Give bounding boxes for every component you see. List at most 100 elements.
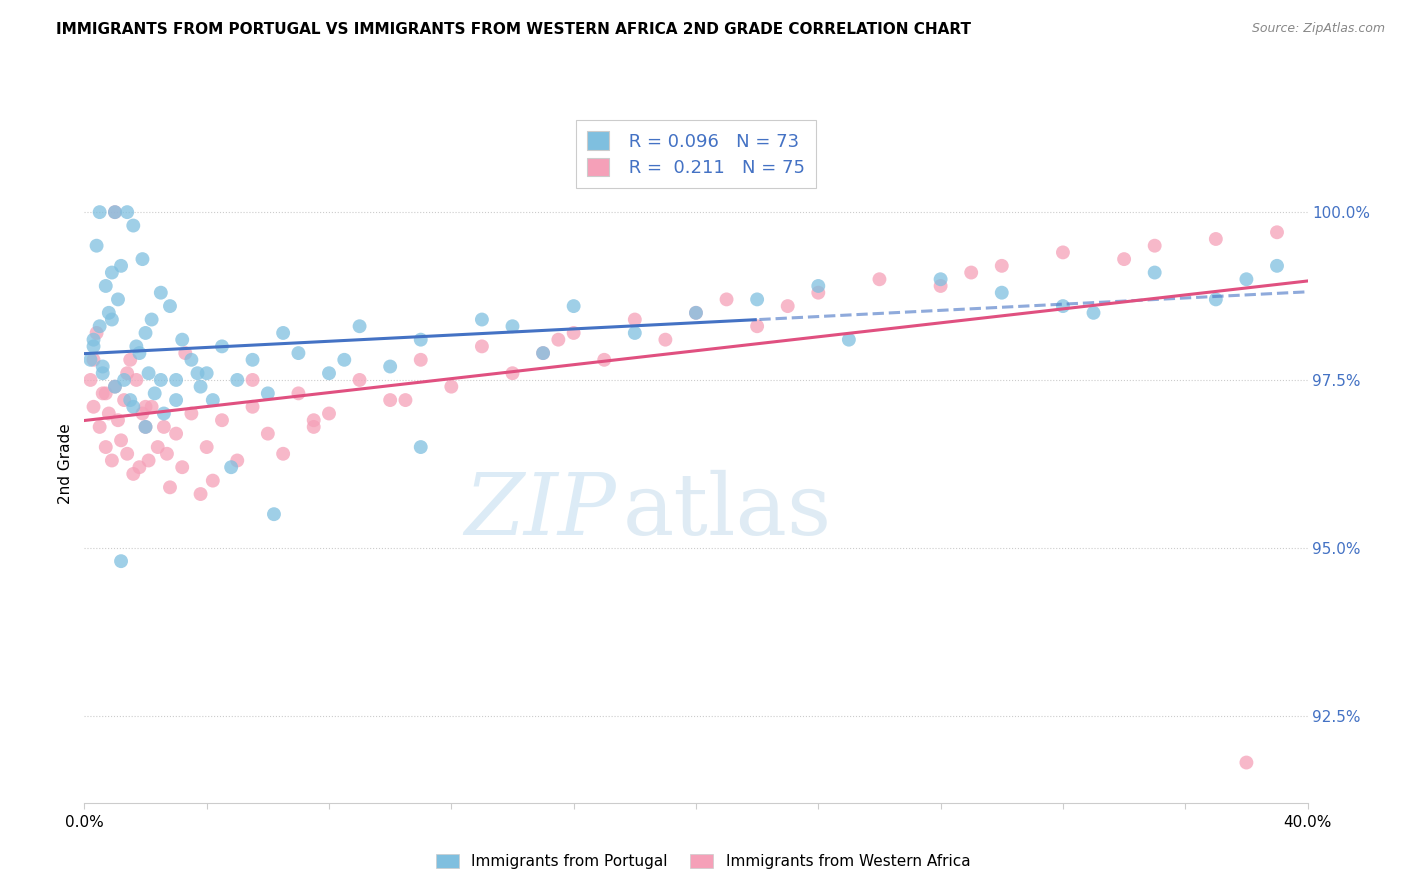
Point xyxy=(747,319,769,334)
Point xyxy=(1205,232,1227,246)
Point xyxy=(143,386,166,401)
Point xyxy=(91,359,114,374)
Point xyxy=(531,346,554,360)
Point xyxy=(440,379,463,393)
Point xyxy=(502,366,524,380)
Point xyxy=(110,259,132,273)
Point xyxy=(624,326,647,340)
Point xyxy=(869,272,891,286)
Point xyxy=(409,333,432,347)
Point xyxy=(1114,252,1136,266)
Point xyxy=(159,299,181,313)
Point xyxy=(747,293,769,307)
Point xyxy=(97,306,120,320)
Point xyxy=(89,205,111,219)
Point xyxy=(1143,266,1166,280)
Point xyxy=(302,420,325,434)
Point xyxy=(531,346,554,360)
Point xyxy=(226,373,249,387)
Point xyxy=(349,319,371,334)
Point xyxy=(146,440,169,454)
Point xyxy=(153,407,176,421)
Point xyxy=(89,420,111,434)
Point xyxy=(242,352,264,367)
Point xyxy=(107,413,129,427)
Point xyxy=(104,205,127,219)
Point xyxy=(929,272,952,286)
Point xyxy=(115,205,138,219)
Point xyxy=(153,420,176,434)
Point xyxy=(654,333,676,347)
Point xyxy=(1265,225,1288,239)
Point xyxy=(83,352,105,367)
Point xyxy=(94,279,117,293)
Point xyxy=(1265,259,1288,273)
Point xyxy=(1236,756,1258,770)
Point xyxy=(180,407,202,421)
Point xyxy=(186,366,208,380)
Point xyxy=(104,205,127,219)
Point xyxy=(101,312,124,326)
Point xyxy=(333,352,356,367)
Point xyxy=(502,319,524,334)
Point xyxy=(807,279,830,293)
Point xyxy=(83,333,105,347)
Point xyxy=(165,426,187,441)
Point xyxy=(318,366,340,380)
Point xyxy=(1236,272,1258,286)
Point xyxy=(83,339,105,353)
Point xyxy=(159,480,181,494)
Point xyxy=(380,359,402,374)
Point xyxy=(131,407,153,421)
Point xyxy=(122,400,145,414)
Point xyxy=(287,346,309,360)
Point xyxy=(1052,299,1074,313)
Point xyxy=(716,293,738,307)
Text: Source: ZipAtlas.com: Source: ZipAtlas.com xyxy=(1251,22,1385,36)
Point xyxy=(685,306,707,320)
Text: atlas: atlas xyxy=(623,470,832,553)
Y-axis label: 2nd Grade: 2nd Grade xyxy=(58,424,73,504)
Point xyxy=(562,326,585,340)
Point xyxy=(101,453,124,467)
Point xyxy=(110,554,132,568)
Point xyxy=(120,393,142,408)
Point xyxy=(86,326,108,340)
Point xyxy=(271,326,294,340)
Point xyxy=(115,366,138,380)
Point xyxy=(838,333,860,347)
Legend:  R = 0.096   N = 73,  R =  0.211   N = 75: R = 0.096 N = 73, R = 0.211 N = 75 xyxy=(576,120,815,188)
Point xyxy=(349,373,371,387)
Point xyxy=(394,393,416,408)
Point xyxy=(1143,238,1166,252)
Point xyxy=(302,413,325,427)
Point xyxy=(562,299,585,313)
Point xyxy=(104,379,127,393)
Point xyxy=(131,252,153,266)
Point xyxy=(94,386,117,401)
Point xyxy=(190,487,212,501)
Point xyxy=(211,339,233,353)
Text: 0.0%: 0.0% xyxy=(65,815,104,830)
Point xyxy=(112,393,135,408)
Point xyxy=(242,400,264,414)
Point xyxy=(201,393,224,408)
Point xyxy=(83,400,105,414)
Point xyxy=(1052,245,1074,260)
Point xyxy=(91,366,114,380)
Point xyxy=(104,379,127,393)
Point xyxy=(91,386,114,401)
Point xyxy=(94,440,117,454)
Point xyxy=(128,460,150,475)
Point xyxy=(991,259,1014,273)
Point xyxy=(201,474,224,488)
Point xyxy=(257,426,280,441)
Point xyxy=(156,447,179,461)
Point xyxy=(112,373,135,387)
Point xyxy=(135,420,157,434)
Point xyxy=(287,386,309,401)
Point xyxy=(101,266,124,280)
Point xyxy=(271,447,294,461)
Point xyxy=(174,346,197,360)
Point xyxy=(122,219,145,233)
